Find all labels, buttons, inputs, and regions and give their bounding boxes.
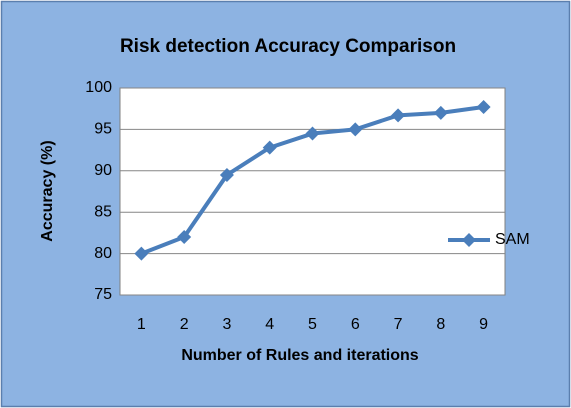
x-tick-label: 5 [308,316,317,333]
x-tick-label: 3 [222,316,231,333]
x-tick-label: 4 [265,316,274,333]
data-point [134,246,149,261]
y-tick-label: 100 [85,79,112,96]
y-tick-label: 80 [94,245,112,262]
data-point [305,126,320,141]
x-tick-label: 1 [137,316,146,333]
plot-area [119,87,506,296]
x-tick-label: 7 [394,316,403,333]
x-tick-label: 6 [351,316,360,333]
data-point [348,122,363,137]
y-tick-label: 95 [94,121,112,138]
legend-marker [462,233,476,247]
x-tick-label: 9 [479,316,488,333]
y-tick-label: 85 [94,203,112,220]
data-point [219,167,234,182]
y-tick-label: 90 [94,162,112,179]
legend-label: SAM [495,231,530,248]
data-point [391,108,406,123]
y-axis-title: Accuracy (%) [39,140,56,241]
y-tick-label: 75 [94,286,112,303]
x-tick-label: 2 [180,316,189,333]
data-point [262,140,277,155]
x-axis-title: Number of Rules and iterations [181,347,418,364]
data-point [433,105,448,120]
data-point [177,230,192,245]
chart-title: Risk detection Accuracy Comparison [120,36,456,57]
x-tick-label: 8 [436,316,445,333]
data-point [476,100,491,115]
